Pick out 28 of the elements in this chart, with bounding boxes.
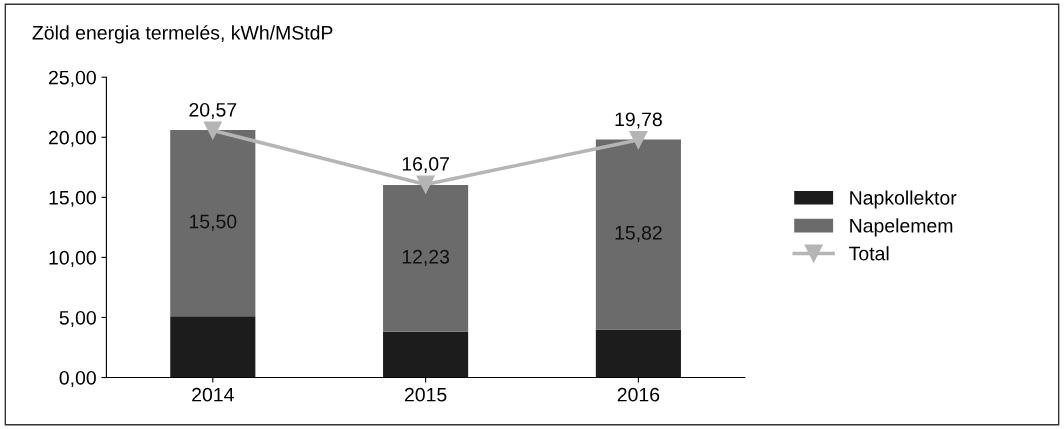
bar [595,139,681,330]
legend-label: Total [849,246,889,261]
data-label: 15,82 [615,225,662,242]
chart-title: Zöld energia termelés, kWh/MStdP [32,25,333,44]
data-label: 16,07 [402,157,449,174]
bar [383,331,469,378]
y-tick-label: 0,00 [59,370,96,388]
x-tick-label: 2015 [404,387,447,402]
bar [595,329,681,378]
data-label: 19,78 [615,112,662,129]
point [416,175,435,194]
bar [170,316,256,378]
y-tick-label: 20,00 [49,130,96,147]
y-tick-label: 5,00 [59,310,96,327]
legend-label: Napelemem [850,218,953,237]
y-tick-label: 25,00 [49,70,96,87]
data-label: 12,23 [402,249,450,266]
x-tick-label: 2016 [617,387,660,402]
bar [383,184,469,332]
data-label: 15,50 [189,214,237,231]
x-tick-label: 2014 [192,387,234,402]
legend-label: Napkollektor [850,190,957,209]
point [629,130,648,149]
y-tick-label: 15,00 [49,190,96,207]
bar [170,130,256,317]
data-label: 20,57 [189,102,237,120]
point [203,121,222,140]
y-tick-label: 10,00 [49,250,96,267]
